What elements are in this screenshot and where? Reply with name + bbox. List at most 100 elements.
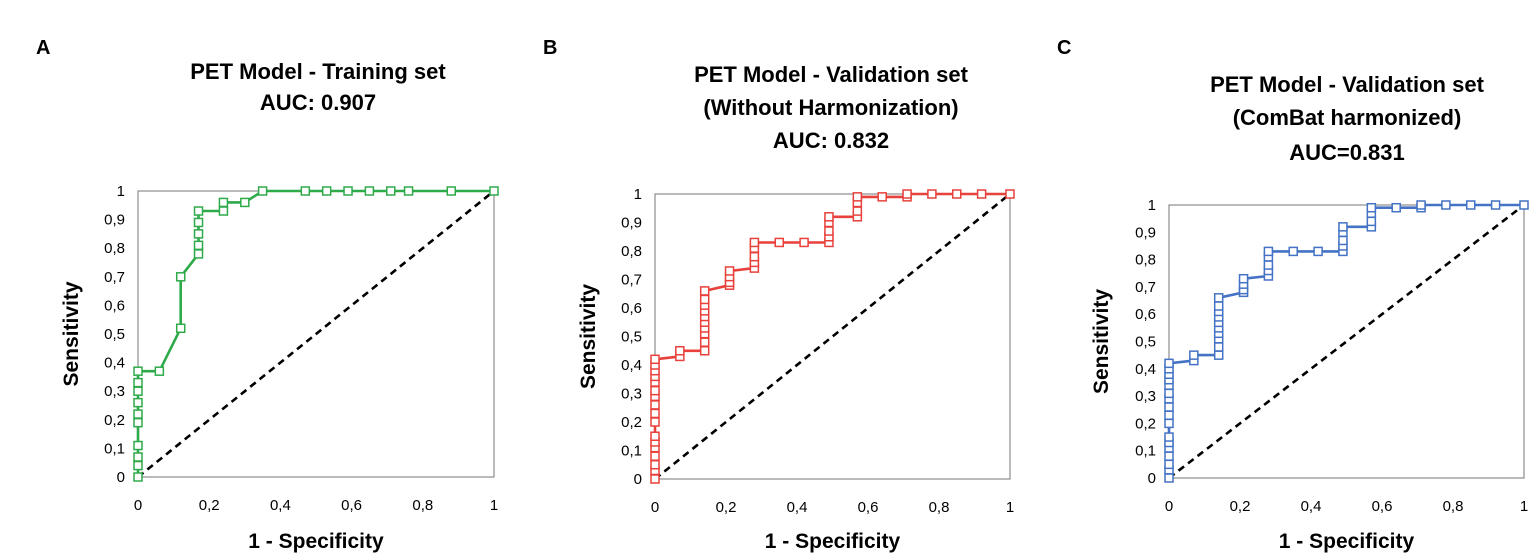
panel-a-roc-point [133,452,143,462]
panel-c-y-tick-label: 0,6 [1135,306,1156,323]
panel-b-y-tick-label: 0,9 [621,215,642,232]
panel-c-plot-frame [1168,204,1525,479]
panel-a-y-tick-label: 1 [117,183,125,200]
panel-b-roc-point [774,237,784,248]
panel-a-roc-point [386,186,396,196]
panel-b-roc-point [927,189,937,199]
panel-b-y-tick-label: 1 [634,186,642,203]
panel-a-y-tick-label: 0,7 [104,269,125,286]
panel-b-roc-point [877,192,887,202]
panel-b: B PET Model - Validation set (Without Harm… [543,37,1015,553]
panel-a-roc-point [193,229,204,239]
panel-b-roc-point [976,189,987,199]
panel-c-x-tick-label: 0,2 [1230,498,1251,515]
panel-b-roc-point [1005,189,1015,199]
panel-a-roc-point [133,409,143,419]
panel-c-roc-point [1391,202,1401,213]
panel-a-roc-point [321,186,332,196]
panel-c-roc-point [1441,200,1451,210]
panel-a-y-tick-label: 0,1 [104,440,125,457]
panel-c-roc-point [1313,246,1323,257]
panel-b-y-tick-label: 0,2 [621,414,642,431]
panel-a-roc-point [300,186,311,196]
panel-c-roc-point [1366,202,1377,213]
panel-b-roc-point [902,189,912,199]
panel-c-x-tick-label: 0,8 [1443,498,1464,515]
panel-a-x-tick-label: 0,6 [341,497,362,514]
panel-c-title-line: PET Model - Validation set [1210,72,1484,97]
panel-a: A PET Model - Training set AUC: 0.907 0 0,1 0… [36,37,499,553]
panel-b-roc-point [650,354,660,365]
panel-a-roc-point [133,386,143,396]
panel-a-roc-point [193,217,204,228]
panel-b-roc-point [699,337,710,347]
panel-a-roc-point [364,186,375,196]
panel-a-roc-point [133,366,143,376]
panel-c-y-tick-label: 0,9 [1135,224,1156,241]
panel-c-y-tick-label: 1 [1148,197,1156,214]
panel-c-y-tick-label: 0,2 [1135,415,1156,432]
panel-a-roc-point [193,240,204,251]
panel-c-roc-point [1263,260,1274,270]
panel-b-y-tick-label: 0,4 [621,357,642,374]
panel-a-y-tick-label: 0,5 [104,326,125,343]
panel-b-x-tick-label: 0,4 [787,499,808,516]
panel-a-roc-point [133,440,143,451]
panel-c-y-tick-label: 0,3 [1135,388,1156,405]
panel-b-roc-point [724,266,735,276]
panel-c-y-tick-label: 0,7 [1135,279,1156,296]
panel-a-roc-point [489,186,499,196]
panel-a-x-tick-label: 0 [134,497,142,514]
panel-c-roc-point [1213,301,1224,311]
panel-a-chance-line [137,189,495,479]
panel-c-roc-point [1490,200,1501,210]
panel-c-y-tick-label: 0 [1148,470,1156,487]
panel-a-roc-point [343,186,353,196]
panel-c-y-tick-label: 0,5 [1135,334,1156,351]
panel-a-y-tick-label: 0 [117,469,125,486]
panel-a-y-tick-label: 0,6 [104,297,125,314]
panel-b-x-axis-label: 1 - Specificity [765,530,901,553]
panel-a-roc-point [133,397,143,408]
panel-a-roc-point [175,323,186,334]
panel-c-roc-point [1416,200,1426,210]
panel-b-x-tick-label: 0 [651,499,659,516]
panel-c-y-axis-label: Sensitivity [1090,289,1113,394]
panel-c-roc-point [1338,235,1348,246]
panel-b-roc-point [650,400,660,410]
panel-c-x-tick-label: 1 [1520,498,1528,515]
panel-c-roc-point [1189,350,1199,360]
panel-b-x-tick-label: 0,2 [716,499,737,516]
panel-b-y-tick-label: 0,1 [621,443,642,460]
panel-b-roc-point [650,385,660,396]
panel-c-chance-line [1168,203,1525,480]
panel-b-roc-point [699,346,710,356]
panel-b-y-tick-label: 0,8 [621,243,642,260]
panel-a-y-axis-label: Sensitivity [60,281,83,386]
panel-a-title-line: PET Model - Training set [190,59,446,84]
panel-b-title-line: (Without Harmonization) [703,95,958,120]
panel-b-roc-point [675,346,685,356]
panel-b-roc-point [852,206,863,216]
panel-a-x-tick-label: 0,4 [270,497,291,514]
panel-c-roc-point [1213,293,1224,303]
panel-a-y-tick-label: 0,2 [104,412,125,429]
panel-c-roc-point [1164,473,1174,483]
panel-c-roc-point [1263,246,1274,257]
panel-a-roc-point [193,206,204,216]
panel-b-x-tick-label: 1 [1006,499,1014,516]
panel-b-roc-point [650,417,660,427]
panel-a-roc-point [446,186,457,196]
panel-c-roc-point [1238,273,1249,284]
panel-a-x-tick-label: 0,8 [412,497,433,514]
panel-a-x-tick-label: 1 [490,497,498,514]
panel-c-x-tick-label: 0,4 [1301,498,1322,515]
panel-b-roc-point [852,192,863,202]
panel-c-roc-point [1164,388,1174,399]
panel-c-roc-point [1519,200,1529,210]
panel-a-roc-point [133,472,143,482]
panel-b-chance-line [654,192,1011,481]
panel-a-roc-point [218,206,229,216]
panel-b-y-tick-label: 0,7 [621,272,642,289]
